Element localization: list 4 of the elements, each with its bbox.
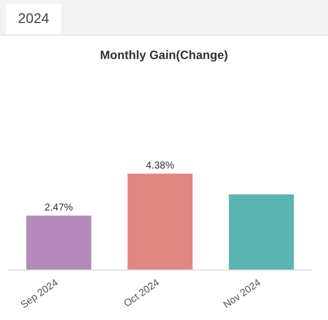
chart-title: Monthly Gain(Change) xyxy=(99,47,229,64)
data-label: 4.38% xyxy=(146,160,174,172)
data-label: 2.47% xyxy=(44,202,74,214)
text: 2024 xyxy=(6,4,62,34)
